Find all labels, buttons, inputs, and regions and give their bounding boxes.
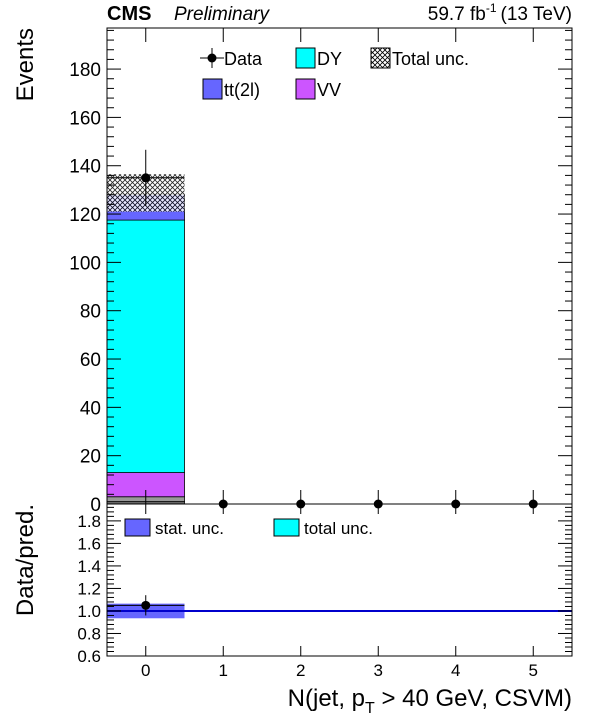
ratio-data-points (107, 595, 185, 616)
main-data-points (107, 149, 538, 509)
ratio-frame (106, 503, 573, 657)
ratio-y-tick-label: 1.4 (77, 557, 101, 576)
ratio-x-axis-label: N(jet, pT > 40 GeV, CSVM) (288, 685, 572, 717)
experiment-label: CMS (107, 3, 151, 25)
ratio-y-tick-label: 1.8 (77, 512, 101, 531)
main-y-axis-label: Events (12, 28, 39, 101)
ratio-y-axis-label: Data/pred. (12, 504, 39, 616)
main-stack (106, 194, 185, 505)
main-legend: Data DY Total unc. tt(2l) VV (200, 47, 469, 100)
ratio-y-tick-label: 0.8 (77, 624, 101, 643)
main-y-axis: 0 20 40 60 80 100 120 140 160 180 (69, 29, 572, 516)
x-axis-label-subscript: T (365, 700, 375, 717)
ratio-x-tick-label: 4 (451, 661, 460, 680)
data-point-bin-0 (141, 173, 151, 183)
main-y-tick-label: 20 (80, 447, 101, 468)
main-y-tick-label: 160 (69, 108, 101, 129)
lumi-label: 59.7 fb-1 (13 TeV) (428, 1, 572, 25)
main-y-tick-label: 60 (80, 350, 101, 371)
ratio-legend: stat. unc. total unc. (124, 518, 373, 538)
legend-label-tt2l: tt(2l) (224, 80, 260, 100)
ratio-legend-swatch-statunc (124, 518, 151, 537)
ratio-x-tick-label: 5 (529, 661, 538, 680)
ratio-x-tick-label: 1 (219, 661, 228, 680)
main-y-tick-label: 40 (80, 398, 101, 419)
legend-swatch-totalunc (370, 47, 391, 69)
main-y-tick-label: 180 (69, 60, 101, 81)
legend-label-dy: DY (317, 49, 342, 69)
ratio-legend-label-statunc: stat. unc. (155, 519, 224, 538)
legend-swatch-dy (295, 47, 316, 69)
main-y-tick-label: 80 (80, 302, 101, 323)
ratio-x-tick-label: 2 (296, 661, 305, 680)
ratio-legend-label-totalunc: total unc. (304, 519, 373, 538)
ratio-x-tick-label: 3 (374, 661, 383, 680)
x-axis-label-main: N(jet, p (288, 685, 365, 712)
ratio-x-axis: 0 1 2 3 4 5 (141, 504, 538, 680)
legend-label-vv: VV (317, 80, 341, 100)
main-y-tick-label: 140 (69, 157, 101, 178)
main-y-tick-label: 100 (69, 253, 101, 274)
ratio-x-tick-label: 0 (141, 661, 150, 680)
legend-marker-data (207, 53, 217, 63)
ratio-y-axis: 0.6 0.8 1.0 1.2 1.4 1.6 1.8 (77, 506, 572, 666)
ratio-y-tick-label: 1.2 (77, 579, 101, 598)
ratio-y-tick-label: 0.6 (77, 647, 101, 666)
ratio-legend-swatch-totalunc (273, 518, 300, 537)
main-x-axis (145, 28, 534, 504)
x-axis-label-rest: > 40 GeV, CSVM) (375, 685, 572, 712)
ratio-point-bin-0 (141, 600, 151, 610)
ratio-y-tick-label: 1.0 (77, 602, 101, 621)
status-label: Preliminary (174, 4, 271, 25)
main-y-tick-label: 0 (90, 495, 101, 516)
lumi-exponent: -1 (486, 1, 497, 15)
lumi-energy: (13 TeV) (501, 4, 572, 25)
ratio-y-tick-label: 1.6 (77, 534, 101, 553)
stack-bar-dy-bin-0 (106, 219, 185, 473)
legend-swatch-vv (295, 78, 316, 100)
legend-label-totalunc: Total unc. (392, 49, 469, 69)
header: CMS Preliminary 59.7 fb-1 (13 TeV) (107, 1, 572, 25)
main-panel: 0 20 40 60 80 100 120 140 160 180 Events Data DY To… (12, 27, 573, 516)
legend-swatch-tt2l (202, 78, 223, 100)
legend-label-data: Data (224, 49, 263, 69)
main-y-tick-label: 120 (69, 205, 101, 226)
lumi-value: 59.7 fb (428, 4, 486, 25)
